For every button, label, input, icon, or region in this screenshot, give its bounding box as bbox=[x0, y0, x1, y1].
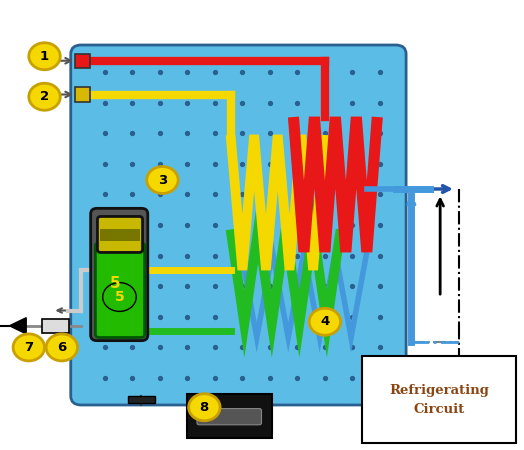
Circle shape bbox=[309, 308, 341, 335]
FancyBboxPatch shape bbox=[187, 394, 272, 438]
Text: 2: 2 bbox=[40, 90, 49, 103]
Text: 5: 5 bbox=[115, 290, 124, 304]
FancyBboxPatch shape bbox=[97, 216, 143, 252]
Circle shape bbox=[103, 283, 136, 311]
Text: 7: 7 bbox=[24, 341, 34, 354]
Text: 3: 3 bbox=[158, 174, 167, 186]
FancyBboxPatch shape bbox=[75, 54, 90, 68]
Circle shape bbox=[147, 166, 178, 194]
FancyBboxPatch shape bbox=[362, 356, 516, 443]
Text: 8: 8 bbox=[200, 401, 209, 414]
Text: 4: 4 bbox=[320, 315, 330, 328]
Text: Refrigerating
Circuit: Refrigerating Circuit bbox=[389, 383, 489, 416]
Polygon shape bbox=[9, 318, 26, 334]
Text: 5: 5 bbox=[110, 276, 121, 291]
FancyBboxPatch shape bbox=[75, 87, 90, 102]
Text: 6: 6 bbox=[57, 341, 67, 354]
FancyBboxPatch shape bbox=[100, 229, 140, 241]
Circle shape bbox=[29, 83, 60, 110]
FancyBboxPatch shape bbox=[91, 208, 148, 341]
FancyBboxPatch shape bbox=[71, 45, 406, 405]
FancyBboxPatch shape bbox=[197, 409, 261, 425]
FancyBboxPatch shape bbox=[95, 243, 145, 338]
FancyBboxPatch shape bbox=[128, 396, 155, 403]
Circle shape bbox=[46, 334, 78, 361]
Circle shape bbox=[29, 43, 60, 70]
FancyBboxPatch shape bbox=[42, 319, 69, 333]
Circle shape bbox=[189, 394, 220, 421]
Text: 1: 1 bbox=[40, 50, 49, 63]
Circle shape bbox=[13, 334, 45, 361]
